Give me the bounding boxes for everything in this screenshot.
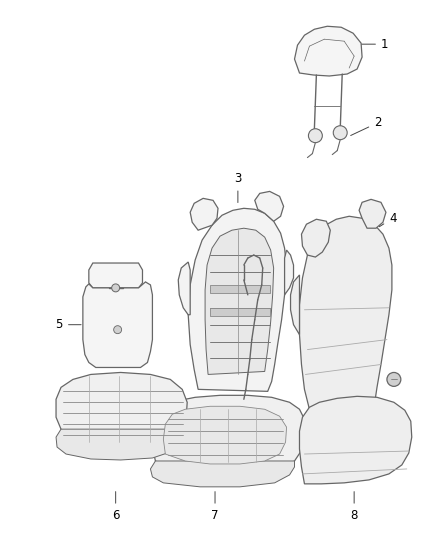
Polygon shape xyxy=(188,208,286,391)
Polygon shape xyxy=(56,373,187,444)
Polygon shape xyxy=(150,461,294,487)
Polygon shape xyxy=(56,429,182,460)
Text: 2: 2 xyxy=(351,116,381,135)
Polygon shape xyxy=(300,397,412,484)
Text: 4: 4 xyxy=(379,212,396,227)
Text: 5: 5 xyxy=(56,318,81,331)
Polygon shape xyxy=(178,262,190,315)
Polygon shape xyxy=(294,26,362,76)
Polygon shape xyxy=(210,308,270,316)
Circle shape xyxy=(114,326,122,334)
Polygon shape xyxy=(83,282,152,367)
Polygon shape xyxy=(190,198,218,230)
Circle shape xyxy=(333,126,347,140)
Text: 6: 6 xyxy=(112,491,120,522)
Circle shape xyxy=(387,373,401,386)
Polygon shape xyxy=(301,219,330,257)
Text: 8: 8 xyxy=(350,491,358,522)
Circle shape xyxy=(308,129,322,143)
Polygon shape xyxy=(89,263,142,288)
Polygon shape xyxy=(285,250,293,295)
Polygon shape xyxy=(255,191,283,221)
Polygon shape xyxy=(290,275,300,335)
Text: 1: 1 xyxy=(362,38,389,51)
Polygon shape xyxy=(205,228,274,375)
Polygon shape xyxy=(359,199,386,228)
Text: 7: 7 xyxy=(211,491,219,522)
Text: 3: 3 xyxy=(234,172,242,203)
Circle shape xyxy=(112,284,120,292)
Polygon shape xyxy=(163,406,286,464)
Polygon shape xyxy=(210,285,270,293)
Polygon shape xyxy=(300,216,392,409)
Polygon shape xyxy=(152,395,305,476)
